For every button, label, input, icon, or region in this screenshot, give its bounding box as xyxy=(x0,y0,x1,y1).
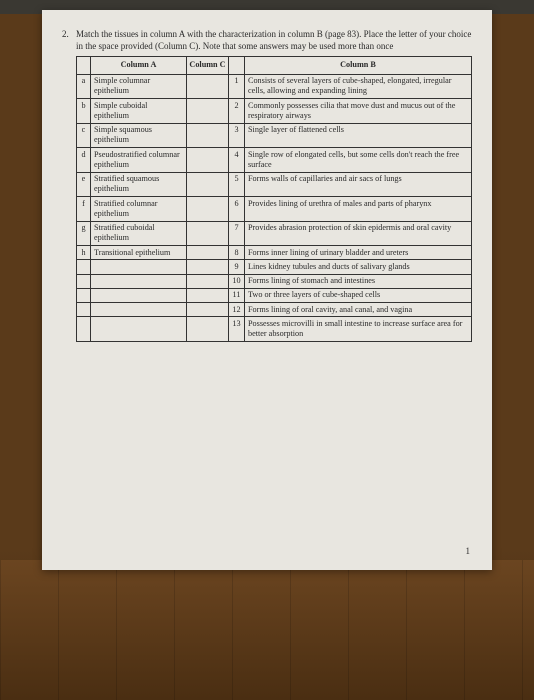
table-row: bSimple cuboidal epithelium 2Commonly pos… xyxy=(77,99,472,124)
cell-description: Provides abrasion protection of skin epi… xyxy=(245,221,472,246)
cell-num: 5 xyxy=(229,172,245,197)
cell-description: Single layer of flattened cells xyxy=(245,123,472,148)
table-row: 11Two or three layers of cube-shaped cel… xyxy=(77,288,472,302)
table-row: 12Forms lining of oral cavity, anal cana… xyxy=(77,303,472,317)
question-text: Match the tissues in column A with the c… xyxy=(76,28,472,52)
cell-tissue xyxy=(91,317,187,342)
worksheet-paper: 2. Match the tissues in column A with th… xyxy=(42,10,492,570)
cell-answer-blank xyxy=(187,123,229,148)
cell-letter: c xyxy=(77,123,91,148)
cell-description: Forms lining of stomach and intestines xyxy=(245,274,472,288)
cell-letter xyxy=(77,317,91,342)
cell-letter: a xyxy=(77,74,91,99)
table-row: dPseudostratified columnar epithelium 4Si… xyxy=(77,148,472,173)
cell-letter: d xyxy=(77,148,91,173)
cell-answer-blank xyxy=(187,274,229,288)
cell-num: 9 xyxy=(229,260,245,274)
header-col-c: Column C xyxy=(187,57,229,74)
cell-tissue: Simple cuboidal epithelium xyxy=(91,99,187,124)
header-blank-num xyxy=(229,57,245,74)
cell-description: Lines kidney tubules and ducts of saliva… xyxy=(245,260,472,274)
cell-answer-blank xyxy=(187,148,229,173)
cell-description: Forms inner lining of urinary bladder an… xyxy=(245,246,472,260)
cell-answer-blank xyxy=(187,246,229,260)
cell-num: 2 xyxy=(229,99,245,124)
cell-letter: f xyxy=(77,197,91,222)
cell-num: 1 xyxy=(229,74,245,99)
table-row: 9Lines kidney tubules and ducts of saliv… xyxy=(77,260,472,274)
header-blank-letter xyxy=(77,57,91,74)
cell-tissue: Simple columnar epithelium xyxy=(91,74,187,99)
table-row: hTransitional epithelium 8Forms inner lin… xyxy=(77,246,472,260)
cell-num: 6 xyxy=(229,197,245,222)
cell-answer-blank xyxy=(187,317,229,342)
table-row: cSimple squamous epithelium 3Single layer… xyxy=(77,123,472,148)
question-number: 2. xyxy=(62,28,76,52)
cell-tissue: Transitional epithelium xyxy=(91,246,187,260)
wood-background xyxy=(0,560,534,700)
cell-letter: b xyxy=(77,99,91,124)
cell-description: Provides lining of urethra of males and … xyxy=(245,197,472,222)
cell-description: Single row of elongated cells, but some … xyxy=(245,148,472,173)
cell-num: 3 xyxy=(229,123,245,148)
table-row: 13Possesses microvilli in small intestin… xyxy=(77,317,472,342)
cell-answer-blank xyxy=(187,260,229,274)
cell-tissue xyxy=(91,274,187,288)
cell-tissue: Pseudostratified columnar epithelium xyxy=(91,148,187,173)
cell-description: Forms walls of capillaries and air sacs … xyxy=(245,172,472,197)
table-row: eStratified squamous epithelium 5Forms wa… xyxy=(77,172,472,197)
cell-tissue xyxy=(91,303,187,317)
header-row: Column A Column C Column B xyxy=(77,57,472,74)
cell-num: 12 xyxy=(229,303,245,317)
cell-tissue: Stratified squamous epithelium xyxy=(91,172,187,197)
cell-letter: g xyxy=(77,221,91,246)
cell-tissue xyxy=(91,260,187,274)
cell-letter xyxy=(77,288,91,302)
header-col-a: Column A xyxy=(91,57,187,74)
page-number: 1 xyxy=(466,546,471,556)
table-row: fStratified columnar epithelium 6Provides… xyxy=(77,197,472,222)
cell-tissue: Simple squamous epithelium xyxy=(91,123,187,148)
cell-description: Forms lining of oral cavity, anal canal,… xyxy=(245,303,472,317)
matching-table: Column A Column C Column B aSimple colum… xyxy=(76,56,472,342)
cell-answer-blank xyxy=(187,288,229,302)
cell-description: Consists of several layers of cube-shape… xyxy=(245,74,472,99)
cell-answer-blank xyxy=(187,197,229,222)
table-row: gStratified cuboidal epithelium 7Provides… xyxy=(77,221,472,246)
cell-num: 7 xyxy=(229,221,245,246)
cell-letter xyxy=(77,260,91,274)
cell-answer-blank xyxy=(187,74,229,99)
cell-tissue: Stratified cuboidal epithelium xyxy=(91,221,187,246)
cell-answer-blank xyxy=(187,172,229,197)
question-prompt: 2. Match the tissues in column A with th… xyxy=(62,28,472,52)
cell-num: 11 xyxy=(229,288,245,302)
cell-num: 4 xyxy=(229,148,245,173)
cell-num: 8 xyxy=(229,246,245,260)
table-row: aSimple columnar epithelium 1Consists of … xyxy=(77,74,472,99)
table-body: aSimple columnar epithelium 1Consists of … xyxy=(77,74,472,341)
cell-tissue xyxy=(91,288,187,302)
cell-letter xyxy=(77,303,91,317)
cell-letter: e xyxy=(77,172,91,197)
cell-letter: h xyxy=(77,246,91,260)
cell-description: Two or three layers of cube-shaped cells xyxy=(245,288,472,302)
table-row: 10Forms lining of stomach and intestines xyxy=(77,274,472,288)
header-col-b: Column B xyxy=(245,57,472,74)
cell-description: Possesses microvilli in small intestine … xyxy=(245,317,472,342)
cell-letter xyxy=(77,274,91,288)
cell-answer-blank xyxy=(187,99,229,124)
cell-num: 10 xyxy=(229,274,245,288)
cell-answer-blank xyxy=(187,221,229,246)
cell-tissue: Stratified columnar epithelium xyxy=(91,197,187,222)
cell-answer-blank xyxy=(187,303,229,317)
cell-num: 13 xyxy=(229,317,245,342)
cell-description: Commonly possesses cilia that move dust … xyxy=(245,99,472,124)
